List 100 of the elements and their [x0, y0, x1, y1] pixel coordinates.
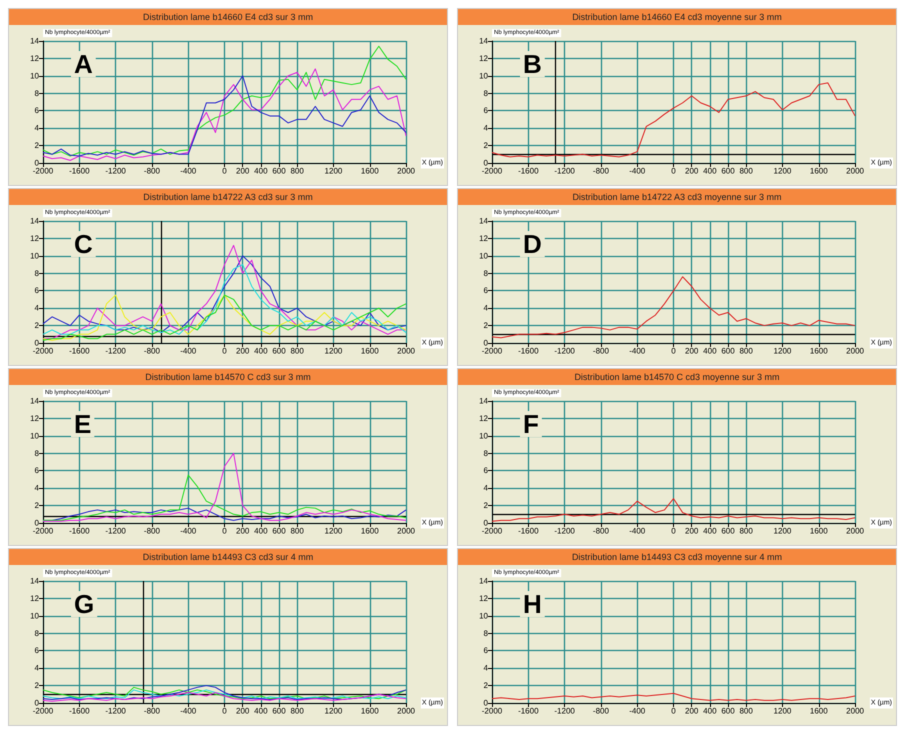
chart-title: Distribution lame b14660 E4 cd3 moyenne sur 3 mm — [458, 9, 896, 25]
y-tick-label: 0 — [484, 338, 489, 348]
x-tick-label: -1200 — [105, 346, 126, 356]
y-tick-label: 6 — [34, 286, 40, 296]
x-tick-label: -1200 — [105, 526, 126, 536]
y-tick-label: 14 — [30, 396, 40, 406]
x-tick-label: 800 — [739, 706, 754, 716]
x-tick-label: -800 — [592, 526, 610, 536]
x-tick-label: -2000 — [482, 706, 503, 716]
y-tick-label: 10 — [479, 431, 489, 440]
line-series — [492, 82, 856, 158]
x-tick-label: -800 — [592, 166, 610, 176]
x-tick-label: 400 — [254, 346, 268, 356]
x-tick-label: 1600 — [810, 706, 828, 716]
x-tick-label: 600 — [721, 166, 736, 176]
x-tick-label: 800 — [739, 526, 754, 536]
x-tick-label: 0 — [671, 166, 676, 176]
x-tick-label: 1600 — [810, 166, 828, 176]
x-tick-label: 800 — [290, 706, 304, 716]
y-tick-label: 4 — [484, 124, 489, 133]
x-tick-label: 600 — [272, 526, 286, 536]
chart-title: Distribution lame b14493 C3 cd3 moyenne sur 4 mm — [458, 549, 896, 565]
x-tick-label: -800 — [592, 706, 610, 716]
y-tick-label: 4 — [34, 484, 40, 493]
y-tick-label: 8 — [484, 448, 489, 458]
y-tick-label: 14 — [479, 396, 489, 406]
line-series — [42, 46, 407, 157]
x-tick-label: 600 — [721, 706, 736, 716]
x-tick-label: 1200 — [324, 706, 343, 716]
x-tick-label: 200 — [236, 166, 250, 176]
x-tick-label: 200 — [685, 166, 699, 176]
x-tick-label: -1200 — [105, 706, 126, 716]
x-tick-label: 1600 — [360, 346, 380, 356]
y-tick-label: 0 — [34, 338, 40, 348]
y-tick-label: 8 — [484, 88, 489, 98]
x-tick-label: 1600 — [360, 706, 380, 716]
x-tick-label: 0 — [671, 706, 676, 716]
x-tick-label: -400 — [629, 526, 646, 536]
x-tick-label: 0 — [222, 346, 228, 356]
y-tick-label: 2 — [34, 321, 40, 330]
y-tick-label: 10 — [479, 251, 489, 260]
x-tick-label: -400 — [629, 346, 646, 356]
y-tick-label: 12 — [30, 414, 40, 423]
y-tick-label: 10 — [479, 71, 489, 80]
y-tick-label: 8 — [34, 268, 40, 278]
y-tick-label: 2 — [484, 681, 489, 690]
x-tick-label: 400 — [703, 706, 718, 716]
x-tick-label: 800 — [290, 346, 304, 356]
x-tick-label: 0 — [222, 166, 228, 176]
x-tick-label: 1200 — [324, 526, 343, 536]
annotation: A — [74, 49, 93, 79]
y-tick-label: 0 — [484, 698, 489, 708]
y-tick-label: 12 — [479, 234, 489, 243]
y-tick-label: 12 — [30, 234, 40, 243]
y-tick-label: 0 — [484, 518, 489, 528]
x-tick-label: -1600 — [518, 526, 540, 536]
y-tick-label: 2 — [484, 321, 489, 330]
y-tick-label: 10 — [30, 71, 40, 80]
x-tick-label: -2000 — [32, 706, 54, 716]
x-tick-label: 200 — [685, 706, 699, 716]
x-tick-label: 1200 — [774, 526, 792, 536]
x-tick-label: -1200 — [554, 706, 576, 716]
x-tick-label: 0 — [222, 706, 228, 716]
y-tick-label: 2 — [484, 141, 489, 150]
y-tick-label: 4 — [484, 304, 489, 313]
x-tick-label: 200 — [236, 526, 250, 536]
chart-title: Distribution lame b14570 C cd3 sur 3 mm — [9, 369, 447, 385]
x-tick-label: -1600 — [69, 166, 90, 176]
y-tick-label: 4 — [34, 664, 40, 673]
x-tick-label: 1200 — [774, 706, 792, 716]
y-tick-label: 8 — [484, 268, 489, 278]
x-tick-label: -400 — [629, 166, 646, 176]
annotation: H — [523, 589, 542, 619]
x-tick-label: -800 — [592, 346, 610, 356]
y-tick-label: 12 — [30, 54, 40, 63]
y-tick-label: 14 — [30, 576, 40, 586]
y-tick-label: 14 — [30, 216, 40, 226]
y-tick-label: 8 — [484, 628, 489, 638]
x-tick-label: -2000 — [482, 526, 503, 536]
annotation: E — [74, 409, 92, 439]
y-tick-label: 12 — [30, 594, 40, 603]
y-tick-label: 14 — [479, 36, 489, 46]
chart-title: Distribution lame b14493 C3 cd3 sur 4 mm — [9, 549, 447, 565]
x-tick-label: 600 — [721, 346, 736, 356]
x-tick-label: -400 — [180, 166, 197, 176]
x-tick-label: 1600 — [360, 526, 380, 536]
x-tick-label: 800 — [290, 166, 304, 176]
y-tick-label: 12 — [479, 594, 489, 603]
x-tick-label: 400 — [703, 346, 718, 356]
y-tick-label: 14 — [30, 36, 40, 46]
line-series — [492, 276, 856, 338]
x-tick-label: 800 — [739, 346, 754, 356]
x-tick-label: 400 — [703, 526, 718, 536]
x-tick-label: -1200 — [554, 166, 576, 176]
y-tick-label: 10 — [30, 611, 40, 620]
y-tick-label: 2 — [34, 141, 40, 150]
x-tick-label: 400 — [254, 526, 268, 536]
x-tick-label: -400 — [180, 706, 197, 716]
x-tick-label: -1600 — [69, 526, 90, 536]
y-tick-label: 14 — [479, 576, 489, 586]
